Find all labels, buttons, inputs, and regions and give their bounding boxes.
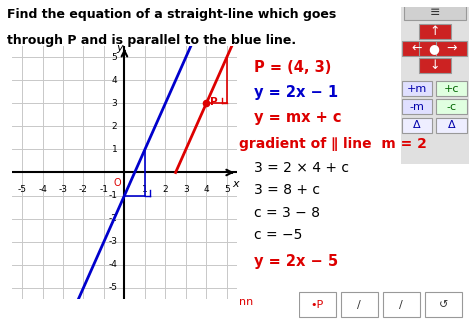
Text: y: y <box>116 43 123 53</box>
Text: P = (4, 3): P = (4, 3) <box>254 60 331 75</box>
Text: -1: -1 <box>100 185 109 194</box>
Text: Δ: Δ <box>447 120 455 130</box>
Bar <box>436 81 466 96</box>
Text: ●: ● <box>429 42 440 55</box>
Text: -3: -3 <box>58 185 67 194</box>
Text: ↺: ↺ <box>438 300 448 310</box>
Text: through P and is parallel to the blue line.: through P and is parallel to the blue li… <box>7 34 296 47</box>
Text: -3: -3 <box>108 237 117 246</box>
Text: -5: -5 <box>18 185 27 194</box>
Bar <box>419 41 449 56</box>
Text: 3 = 8 + c: 3 = 8 + c <box>254 183 319 197</box>
Text: x: x <box>233 179 239 189</box>
Text: -2: -2 <box>79 185 88 194</box>
Text: gradient of ∥ line  m = 2: gradient of ∥ line m = 2 <box>239 137 427 151</box>
Text: y = 2x − 5: y = 2x − 5 <box>254 254 337 269</box>
Text: y = mx + c: y = mx + c <box>254 110 341 125</box>
Bar <box>404 5 466 20</box>
Text: -4: -4 <box>38 185 47 194</box>
Bar <box>341 292 378 318</box>
Text: Find the equation of a straight-line which goes: Find the equation of a straight-line whi… <box>7 8 337 21</box>
Text: nn: nn <box>239 297 254 307</box>
Text: ↓: ↓ <box>429 59 440 72</box>
Text: -4: -4 <box>109 260 117 269</box>
Text: ↑: ↑ <box>429 25 440 38</box>
Bar <box>436 99 466 114</box>
Bar <box>402 99 432 114</box>
Text: 1: 1 <box>142 185 148 194</box>
Text: ←: ← <box>412 42 422 55</box>
Bar <box>299 292 336 318</box>
Bar <box>383 292 420 318</box>
Text: 4: 4 <box>203 185 209 194</box>
Bar <box>419 24 451 39</box>
Text: c = −5: c = −5 <box>254 229 302 242</box>
Text: -m: -m <box>410 102 424 112</box>
Text: 5: 5 <box>224 185 229 194</box>
Text: c = 3 − 8: c = 3 − 8 <box>254 206 319 220</box>
Text: O: O <box>113 178 121 188</box>
Bar <box>402 118 432 133</box>
Text: +m: +m <box>407 84 427 94</box>
Text: 3: 3 <box>111 99 117 108</box>
Text: ≡: ≡ <box>429 6 440 19</box>
Text: 5: 5 <box>111 53 117 62</box>
Text: →: → <box>446 42 456 55</box>
Bar <box>402 41 432 56</box>
Text: 1: 1 <box>111 145 117 154</box>
Text: 2: 2 <box>112 122 117 131</box>
Text: -2: -2 <box>109 214 117 223</box>
Bar <box>402 81 432 96</box>
Bar <box>425 292 462 318</box>
Text: 3 = 2 × 4 + c: 3 = 2 × 4 + c <box>254 161 348 175</box>
Text: P: P <box>210 97 218 107</box>
Text: /: / <box>357 300 361 310</box>
Text: •P: •P <box>310 300 324 310</box>
Text: y = 2x − 1: y = 2x − 1 <box>254 85 337 100</box>
Bar <box>419 58 451 73</box>
Bar <box>436 41 466 56</box>
Bar <box>436 118 466 133</box>
Text: -c: -c <box>447 102 456 112</box>
Text: -1: -1 <box>108 191 117 200</box>
Text: +c: +c <box>444 84 459 94</box>
Text: Δ: Δ <box>413 120 421 130</box>
Text: /: / <box>400 300 403 310</box>
Text: -5: -5 <box>108 283 117 292</box>
Text: 4: 4 <box>112 76 117 85</box>
Text: 3: 3 <box>183 185 189 194</box>
Text: 2: 2 <box>163 185 168 194</box>
